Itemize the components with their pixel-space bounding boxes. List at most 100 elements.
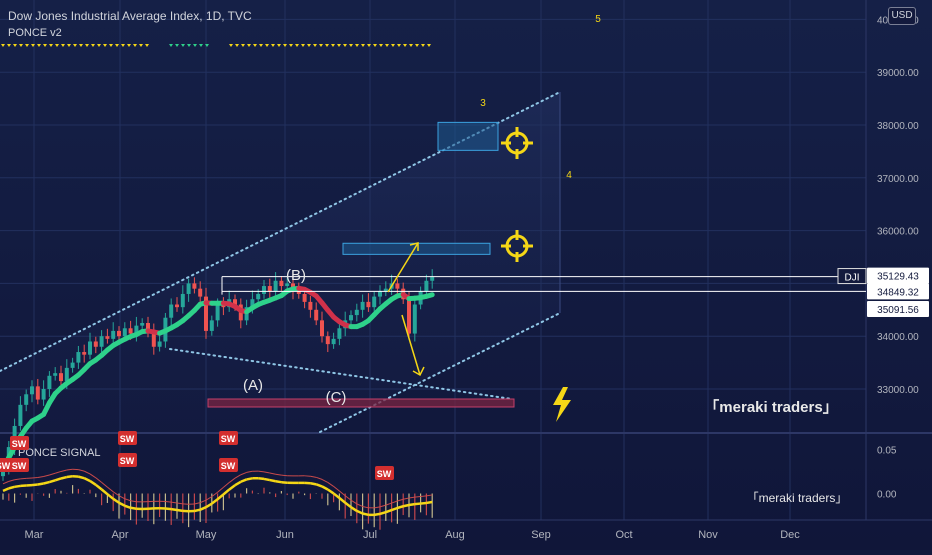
candle-body <box>111 331 115 339</box>
oscillator-tick-label: 0.00 <box>877 490 897 501</box>
candle-body <box>88 341 92 354</box>
chart-title: Dow Jones Industrial Average Index, 1D, … <box>8 9 252 23</box>
candle-body <box>123 328 127 336</box>
moving-average-segment <box>426 295 432 297</box>
oscillator-signal-line <box>403 505 409 506</box>
candle-body <box>372 297 376 308</box>
candle-body <box>129 328 133 333</box>
oscillator-trigger-line <box>32 477 38 478</box>
level-1-tag: 35091.56 <box>877 305 919 316</box>
oscillator-trigger-line <box>165 501 171 502</box>
oscillator-signal-line <box>67 476 73 477</box>
oscillator-signal-line <box>270 480 276 481</box>
candle-body <box>216 305 220 321</box>
sw-tag-label: SW <box>12 439 27 449</box>
candle-body <box>308 302 312 310</box>
wave-label-b: (B) <box>286 267 306 284</box>
candle-body <box>349 315 353 320</box>
currency-badge[interactable]: USD <box>888 7 916 25</box>
oscillator-signal-line <box>165 508 171 509</box>
sw-signal-tag: SW <box>10 458 29 472</box>
oscillator-signal-line <box>310 483 316 484</box>
candle-body <box>53 373 57 376</box>
wave-label-5: 5 <box>595 14 601 25</box>
price-tick-label: 36000.00 <box>877 227 919 238</box>
oscillator-signal-line <box>421 503 427 504</box>
support-zone-box <box>208 399 514 407</box>
oscillator-signal-line <box>397 506 403 508</box>
oscillator-trigger-line <box>281 475 287 476</box>
wave-label-4: 4 <box>566 170 572 181</box>
candle-body <box>100 336 104 347</box>
wave-label-3: 3 <box>480 98 486 109</box>
wave-label-a: (A) <box>243 377 263 394</box>
sw-tag-label: SW <box>221 461 236 471</box>
candle-body <box>65 368 69 381</box>
sw-signal-tag: SW <box>375 466 394 480</box>
brand-watermark: 「meraki traders」 <box>704 398 837 416</box>
price-tick-label: 37000.00 <box>877 174 919 185</box>
candle-body <box>42 389 46 400</box>
price-tick-label: 38000.00 <box>877 121 919 132</box>
candle-body <box>424 281 428 292</box>
time-tick-label: Dec <box>780 529 800 541</box>
oscillator-signal-line <box>409 504 415 505</box>
oscillator-signal-line <box>276 481 282 482</box>
candle-body <box>24 394 28 405</box>
candle-body <box>30 386 34 394</box>
sw-tag-label: SW <box>377 469 392 479</box>
sw-tag-label: SW <box>120 434 135 444</box>
sw-signal-tag: SW <box>10 436 29 450</box>
candle-body <box>314 310 318 321</box>
candle-body <box>169 305 173 318</box>
candle-body <box>175 305 179 308</box>
sw-signal-tag: SW <box>118 431 137 445</box>
sw-signal-tag: SW <box>219 458 238 472</box>
oscillator-trigger-line <box>415 497 421 498</box>
candle-body <box>82 352 86 355</box>
indicator-name: PONCE v2 <box>8 27 62 39</box>
oscillator-signal-line <box>380 512 386 514</box>
price-tick-label: 39000.00 <box>877 68 919 79</box>
sw-tag-label: SW <box>0 461 11 471</box>
candle-body <box>256 294 260 299</box>
candle-body <box>320 320 324 336</box>
oscillator-signal-line <box>415 504 421 505</box>
oscillator-signal-line <box>55 478 61 480</box>
candle-body <box>140 323 144 326</box>
candle-body <box>71 363 75 368</box>
candle-body <box>366 302 370 307</box>
candle-body <box>326 336 330 344</box>
candle-body <box>262 286 266 294</box>
candle-body <box>303 294 307 302</box>
oscillator-signal-line <box>264 479 270 480</box>
sw-signal-tag: SW <box>219 431 238 445</box>
oscillator-tick-label: 0.05 <box>877 446 897 457</box>
time-tick-label: Jul <box>363 529 377 541</box>
sw-tag-label: SW <box>120 456 135 466</box>
time-tick-label: Sep <box>531 529 551 541</box>
oscillator-signal-line <box>426 502 432 503</box>
candle-body <box>274 281 278 292</box>
candle-body <box>47 376 51 389</box>
candle-body <box>158 341 162 346</box>
candle-body <box>361 302 365 310</box>
target-box-upper <box>438 122 498 150</box>
candle-body <box>76 352 80 363</box>
level-2-tag: 34849.32 <box>877 287 919 298</box>
oscillator-signal-line <box>44 482 50 483</box>
oscillator-signal-line <box>374 514 380 515</box>
price-tick-label: 33000.00 <box>877 385 919 396</box>
price-tick-label: 34000.00 <box>877 332 919 343</box>
time-tick-label: Nov <box>698 529 718 541</box>
symbol-tag: DJI <box>845 273 860 284</box>
candle-body <box>94 341 98 346</box>
oscillator-signal-line <box>9 487 15 489</box>
candle-body <box>355 310 359 315</box>
time-tick-label: Apr <box>111 529 128 541</box>
oscillator-signal-line <box>194 510 200 511</box>
oscillator-signal-line <box>247 478 253 479</box>
oscillator-signal-line <box>131 508 137 509</box>
